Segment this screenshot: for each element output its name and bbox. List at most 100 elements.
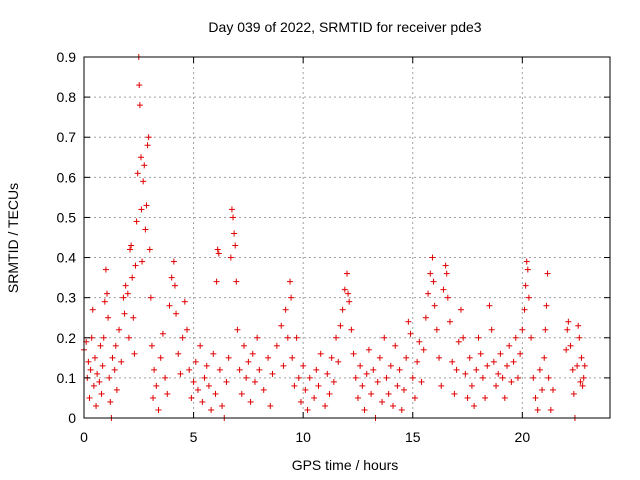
data-point: [131, 350, 138, 357]
data-point: [440, 286, 447, 293]
data-point: [128, 242, 135, 249]
data-point: [490, 358, 497, 365]
data-point: [449, 358, 456, 365]
data-point: [247, 398, 254, 405]
data-point: [112, 342, 119, 349]
data-point: [345, 290, 352, 297]
grid-lines: [84, 57, 610, 418]
data-point: [177, 370, 184, 377]
data-point: [215, 250, 222, 257]
data-point: [122, 282, 129, 289]
data-point: [173, 310, 180, 317]
data-point: [306, 374, 313, 381]
data-point: [124, 290, 131, 297]
data-point: [564, 326, 571, 333]
data-point: [137, 154, 144, 161]
data-point: [170, 258, 177, 265]
data-point: [90, 382, 97, 389]
data-point: [563, 346, 570, 353]
data-point: [94, 370, 101, 377]
data-point: [227, 254, 234, 261]
data-point: [143, 202, 150, 209]
data-point: [240, 342, 247, 349]
data-point: [444, 294, 451, 301]
data-point: [97, 342, 104, 349]
y-tick-label: 0.6: [57, 169, 77, 185]
data-point: [530, 374, 537, 381]
x-tick-label: 15: [405, 429, 421, 445]
data-point: [387, 362, 394, 369]
data-point: [473, 366, 480, 373]
data-point: [376, 354, 383, 361]
data-point: [125, 334, 132, 341]
data-point: [104, 290, 111, 297]
data-point: [256, 366, 263, 373]
y-tick-labels: 0 0.1 0.2 0.3 0.4 0.5 0.6 0.7 0.8 0.9: [57, 49, 77, 426]
data-point: [416, 338, 423, 345]
data-point: [451, 390, 458, 397]
data-point: [223, 378, 230, 385]
data-point: [228, 206, 235, 213]
data-point: [528, 334, 535, 341]
data-point: [400, 386, 407, 393]
data-point: [238, 390, 245, 397]
data-point: [495, 370, 502, 377]
data-point: [544, 270, 551, 277]
data-point: [392, 342, 399, 349]
data-point: [132, 262, 139, 269]
data-point: [398, 406, 405, 413]
data-point: [567, 342, 574, 349]
data-point: [141, 162, 148, 169]
data-point: [427, 270, 434, 277]
data-point: [230, 214, 237, 221]
data-point: [233, 278, 240, 285]
data-point: [341, 286, 348, 293]
data-point: [433, 326, 440, 333]
data-point: [365, 346, 372, 353]
x-tick-label: 10: [295, 429, 311, 445]
x-tick-label: 0: [80, 429, 88, 445]
data-point: [488, 326, 495, 333]
data-point: [214, 246, 221, 253]
data-point: [208, 406, 215, 413]
data-point: [85, 358, 92, 365]
data-point: [405, 318, 412, 325]
data-point: [569, 366, 576, 373]
data-point: [431, 302, 438, 309]
data-point: [565, 318, 572, 325]
data-point: [523, 258, 530, 265]
data-point: [350, 350, 357, 357]
data-point: [140, 178, 147, 185]
data-point: [297, 398, 304, 405]
data-point: [430, 278, 437, 285]
data-point: [407, 330, 414, 337]
data-point: [422, 314, 429, 321]
data-point: [287, 278, 294, 285]
data-point: [289, 354, 296, 361]
y-tick-label: 0.9: [57, 49, 77, 65]
data-point: [457, 306, 464, 313]
data-point: [166, 302, 173, 309]
y-tick-label: 0.2: [57, 330, 77, 346]
data-point: [98, 390, 105, 397]
data-point: [87, 366, 94, 373]
data-point: [484, 362, 491, 369]
x-axis-label: GPS time / hours: [292, 457, 399, 473]
data-point: [216, 366, 223, 373]
data-point: [302, 386, 309, 393]
data-point: [293, 334, 300, 341]
data-point: [497, 350, 504, 357]
data-point: [581, 362, 588, 369]
data-point: [243, 374, 250, 381]
data-point: [508, 378, 515, 385]
data-point: [436, 354, 443, 361]
data-point: [534, 406, 541, 413]
data-point: [438, 382, 445, 389]
data-point: [326, 390, 333, 397]
data-point: [313, 366, 320, 373]
data-point: [101, 298, 108, 305]
data-point: [136, 102, 143, 109]
data-point: [368, 390, 375, 397]
data-point: [295, 374, 302, 381]
data-point: [396, 366, 403, 373]
